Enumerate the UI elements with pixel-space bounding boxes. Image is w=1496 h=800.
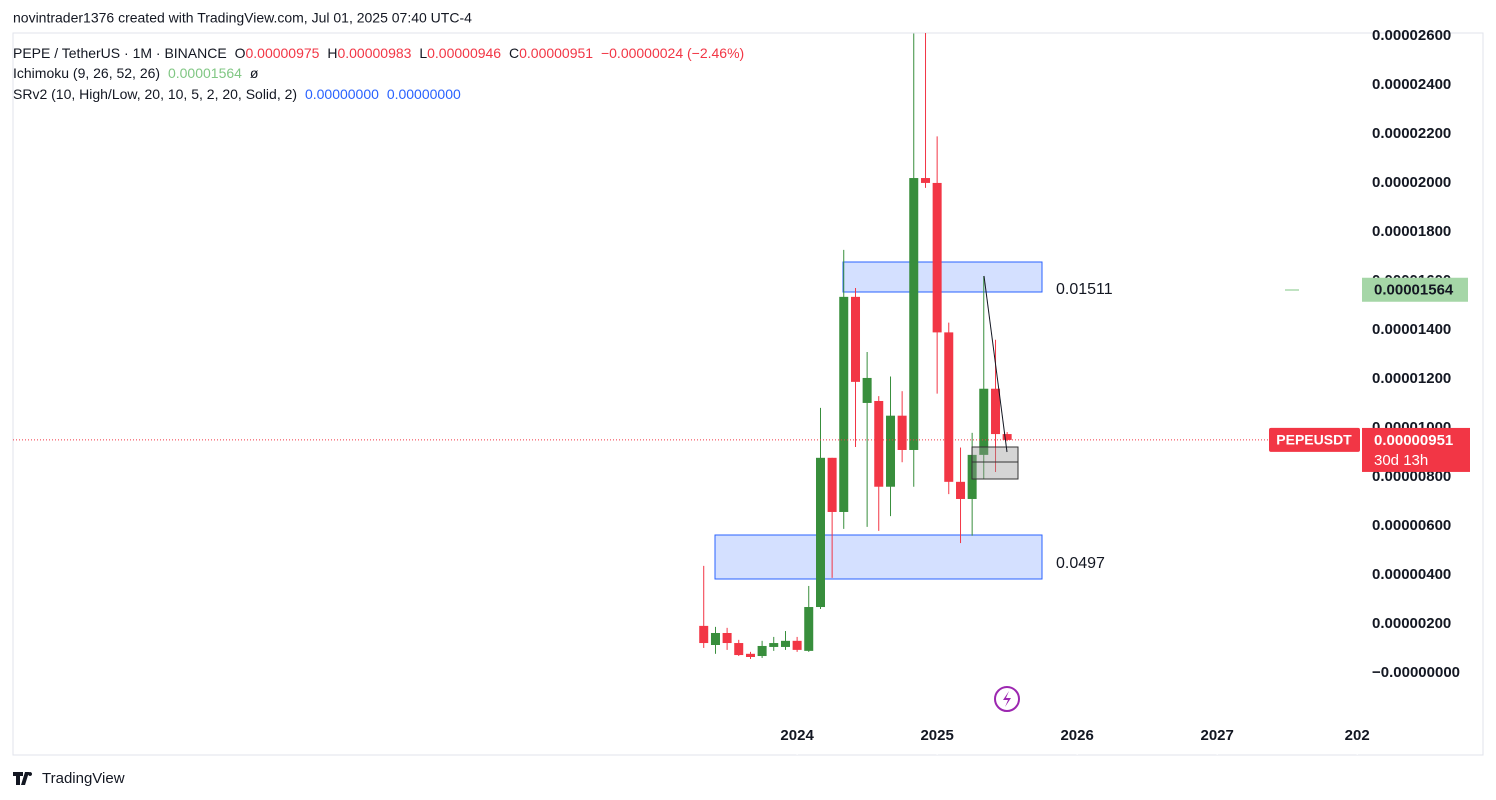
- candle-body: [874, 400, 884, 487]
- x-tick-label: 2025: [920, 727, 953, 744]
- candle-body: [839, 296, 849, 512]
- candle-body: [851, 296, 861, 382]
- candle-body: [769, 643, 779, 647]
- annotation: 0.01511: [1056, 281, 1113, 298]
- overlay: 0.01511 0.0497: [971, 275, 1299, 712]
- candle-body: [956, 481, 966, 499]
- candle-body: [804, 607, 814, 651]
- y-tick-label: 0.00000400: [1372, 566, 1451, 583]
- legend-value: 0.00000983: [337, 45, 411, 61]
- legend-line: SRv2 (10, High/Low, 20, 10, 5, 2, 20, So…: [13, 86, 461, 102]
- trend-line: [983, 275, 1008, 453]
- symbol-tag-label: PEPEUSDT: [1276, 432, 1352, 448]
- symbol-tag: [1269, 427, 1360, 452]
- legend-symbol: PEPE / TetherUS · 1M · BINANCE: [13, 45, 227, 61]
- brand: TradingView: [42, 770, 125, 787]
- y-tick-label: 0.00002000: [1372, 174, 1451, 191]
- legend-value: 0.00000946: [427, 45, 501, 61]
- chart-frame: [12, 32, 1484, 756]
- y-tick-label: 0.00001400: [1372, 321, 1451, 338]
- y-tick-label: 0.00002600: [1372, 27, 1451, 44]
- legend-line: Ichimoku (9, 26, 52, 26) 0.00001564 ø: [13, 65, 259, 81]
- event-icon-bolt: [1003, 691, 1011, 707]
- y-tick-label: −0.00000000: [1372, 664, 1460, 681]
- x-tick-label: 2026: [1060, 727, 1093, 744]
- candle-body: [909, 178, 919, 450]
- indicator-value: ø: [250, 65, 259, 81]
- y-tick-label: 0.00001800: [1372, 223, 1451, 240]
- candle-body: [827, 457, 837, 512]
- indicator-value: 0.00001564: [168, 65, 242, 81]
- y-tick-label: 0.00000600: [1372, 517, 1451, 534]
- candle-body: [815, 457, 825, 608]
- candle-body: [699, 625, 709, 644]
- legend-key: L: [419, 45, 427, 61]
- logo[interactable]: TradingView: [13, 770, 125, 787]
- x-tick-label: 2027: [1200, 727, 1233, 744]
- candle-body: [862, 377, 872, 403]
- candle-body: [921, 178, 931, 183]
- legend-key: O: [235, 45, 246, 61]
- candle-body: [710, 632, 720, 645]
- logo-icon: [13, 772, 33, 785]
- candle-body: [991, 388, 1001, 435]
- ichimoku-tag: [1362, 277, 1468, 302]
- candle-body: [1002, 434, 1012, 440]
- box: [971, 446, 1019, 480]
- candle-body: [745, 653, 755, 658]
- y-tick-label: 0.00001200: [1372, 370, 1451, 387]
- candle-body: [792, 640, 802, 650]
- countdown: 30d 13h: [1374, 452, 1428, 469]
- price-tag-label: 0.00000951: [1374, 432, 1453, 449]
- x-tick-label: 2024: [780, 727, 814, 744]
- zone: [714, 534, 1043, 580]
- indicator-name: Ichimoku (9, 26, 52, 26): [13, 65, 160, 81]
- candle-body: [897, 415, 907, 450]
- y-tick-label: 0.00002200: [1372, 125, 1451, 142]
- candle-body: [780, 640, 790, 647]
- price-tag: [1362, 427, 1470, 472]
- x-tick-label: 202: [1345, 727, 1370, 744]
- header: novintrader1376 created with TradingView…: [13, 10, 472, 26]
- y-tick-label: 0.00000800: [1372, 468, 1451, 485]
- y-tick-label: 0.00002400: [1372, 76, 1451, 93]
- legend-key: C: [509, 45, 519, 61]
- candle-body: [757, 645, 767, 657]
- legend-change: −0.00000024 (−2.46%): [601, 45, 744, 61]
- legend-key: H: [327, 45, 337, 61]
- legend-value: 0.00000975: [245, 45, 319, 61]
- ichimoku-tag-label: 0.00001564: [1374, 282, 1454, 299]
- legend-line: PEPE / TetherUS · 1M · BINANCE O0.000009…: [13, 45, 744, 61]
- annotation: 0.0497: [1056, 555, 1105, 572]
- legend-value: 0.00000951: [519, 45, 593, 61]
- candle-body: [734, 643, 744, 656]
- indicator-value: 0.00000000: [387, 86, 461, 102]
- candle-body: [932, 182, 942, 333]
- y-tick-label: 0.00000200: [1372, 615, 1451, 632]
- zone: [842, 261, 1043, 293]
- candle-body: [722, 632, 732, 644]
- event-icon[interactable]: [994, 686, 1020, 712]
- indicator-name: SRv2 (10, High/Low, 20, 10, 5, 2, 20, So…: [13, 86, 297, 102]
- candle-body: [944, 332, 954, 482]
- candle-body: [979, 388, 989, 455]
- indicator-value: 0.00000000: [305, 86, 379, 102]
- plot-area: [13, 33, 1360, 659]
- candle-body: [886, 415, 896, 487]
